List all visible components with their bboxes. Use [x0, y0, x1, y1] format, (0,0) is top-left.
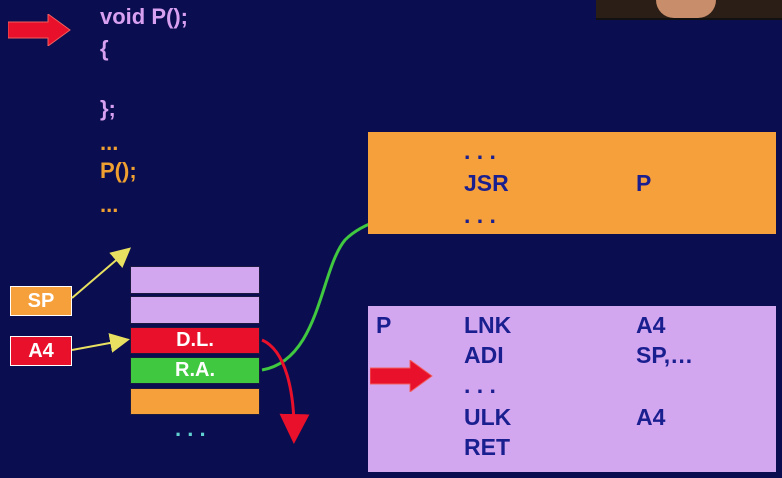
- procedure-code-panel: P LNK A4 ADI SP,… . . . ULK A4 RET: [368, 306, 776, 472]
- stack-cell-empty-2: [130, 296, 260, 324]
- execution-pointer-arrow-icon: [370, 360, 433, 392]
- sp-pointer-arrow: [71, 247, 132, 299]
- proc-row2-arg: SP,…: [636, 342, 694, 368]
- proc-row2-op: ADI: [464, 342, 504, 368]
- proc-row3-op: . . .: [464, 372, 496, 398]
- stack-ellipsis: . . .: [175, 416, 206, 441]
- a4-pointer-arrow: [71, 333, 130, 353]
- presenter-face: [656, 0, 716, 18]
- stack-cell-dynamic-link: D.L.: [130, 327, 260, 354]
- caller-row2-op: JSR: [464, 170, 509, 196]
- code-line-3: };: [100, 96, 116, 121]
- stack-cell-return-address: R.A.: [130, 357, 260, 384]
- caller-row3-op: . . .: [464, 202, 496, 228]
- stack-cell-empty-1: [130, 266, 260, 294]
- stack-cell-orange: [130, 388, 260, 415]
- proc-row4-op: ULK: [464, 404, 512, 430]
- webcam-thumbnail: [596, 0, 782, 20]
- caller-row2-arg: P: [636, 170, 652, 196]
- caller-row1-op: . . .: [464, 138, 496, 164]
- code-line-2: {: [100, 36, 109, 61]
- caller-code-panel: . . . JSR P . . .: [368, 132, 776, 234]
- sp-register-label: SP: [10, 286, 72, 316]
- proc-row1-op: LNK: [464, 312, 512, 338]
- proc-row1-arg: A4: [636, 312, 666, 338]
- code-line-4: ...: [100, 130, 119, 155]
- code-line-1: void P();: [100, 4, 188, 29]
- code-line-5: P();: [100, 158, 137, 183]
- proc-row4-arg: A4: [636, 404, 666, 430]
- dynamic-link-arrow: [261, 338, 310, 444]
- proc-row5-op: RET: [464, 434, 510, 460]
- a4-register-label: A4: [10, 336, 72, 366]
- current-line-arrow-icon: [8, 14, 71, 46]
- code-line-6: ...: [100, 192, 119, 217]
- procedure-label: P: [376, 312, 392, 338]
